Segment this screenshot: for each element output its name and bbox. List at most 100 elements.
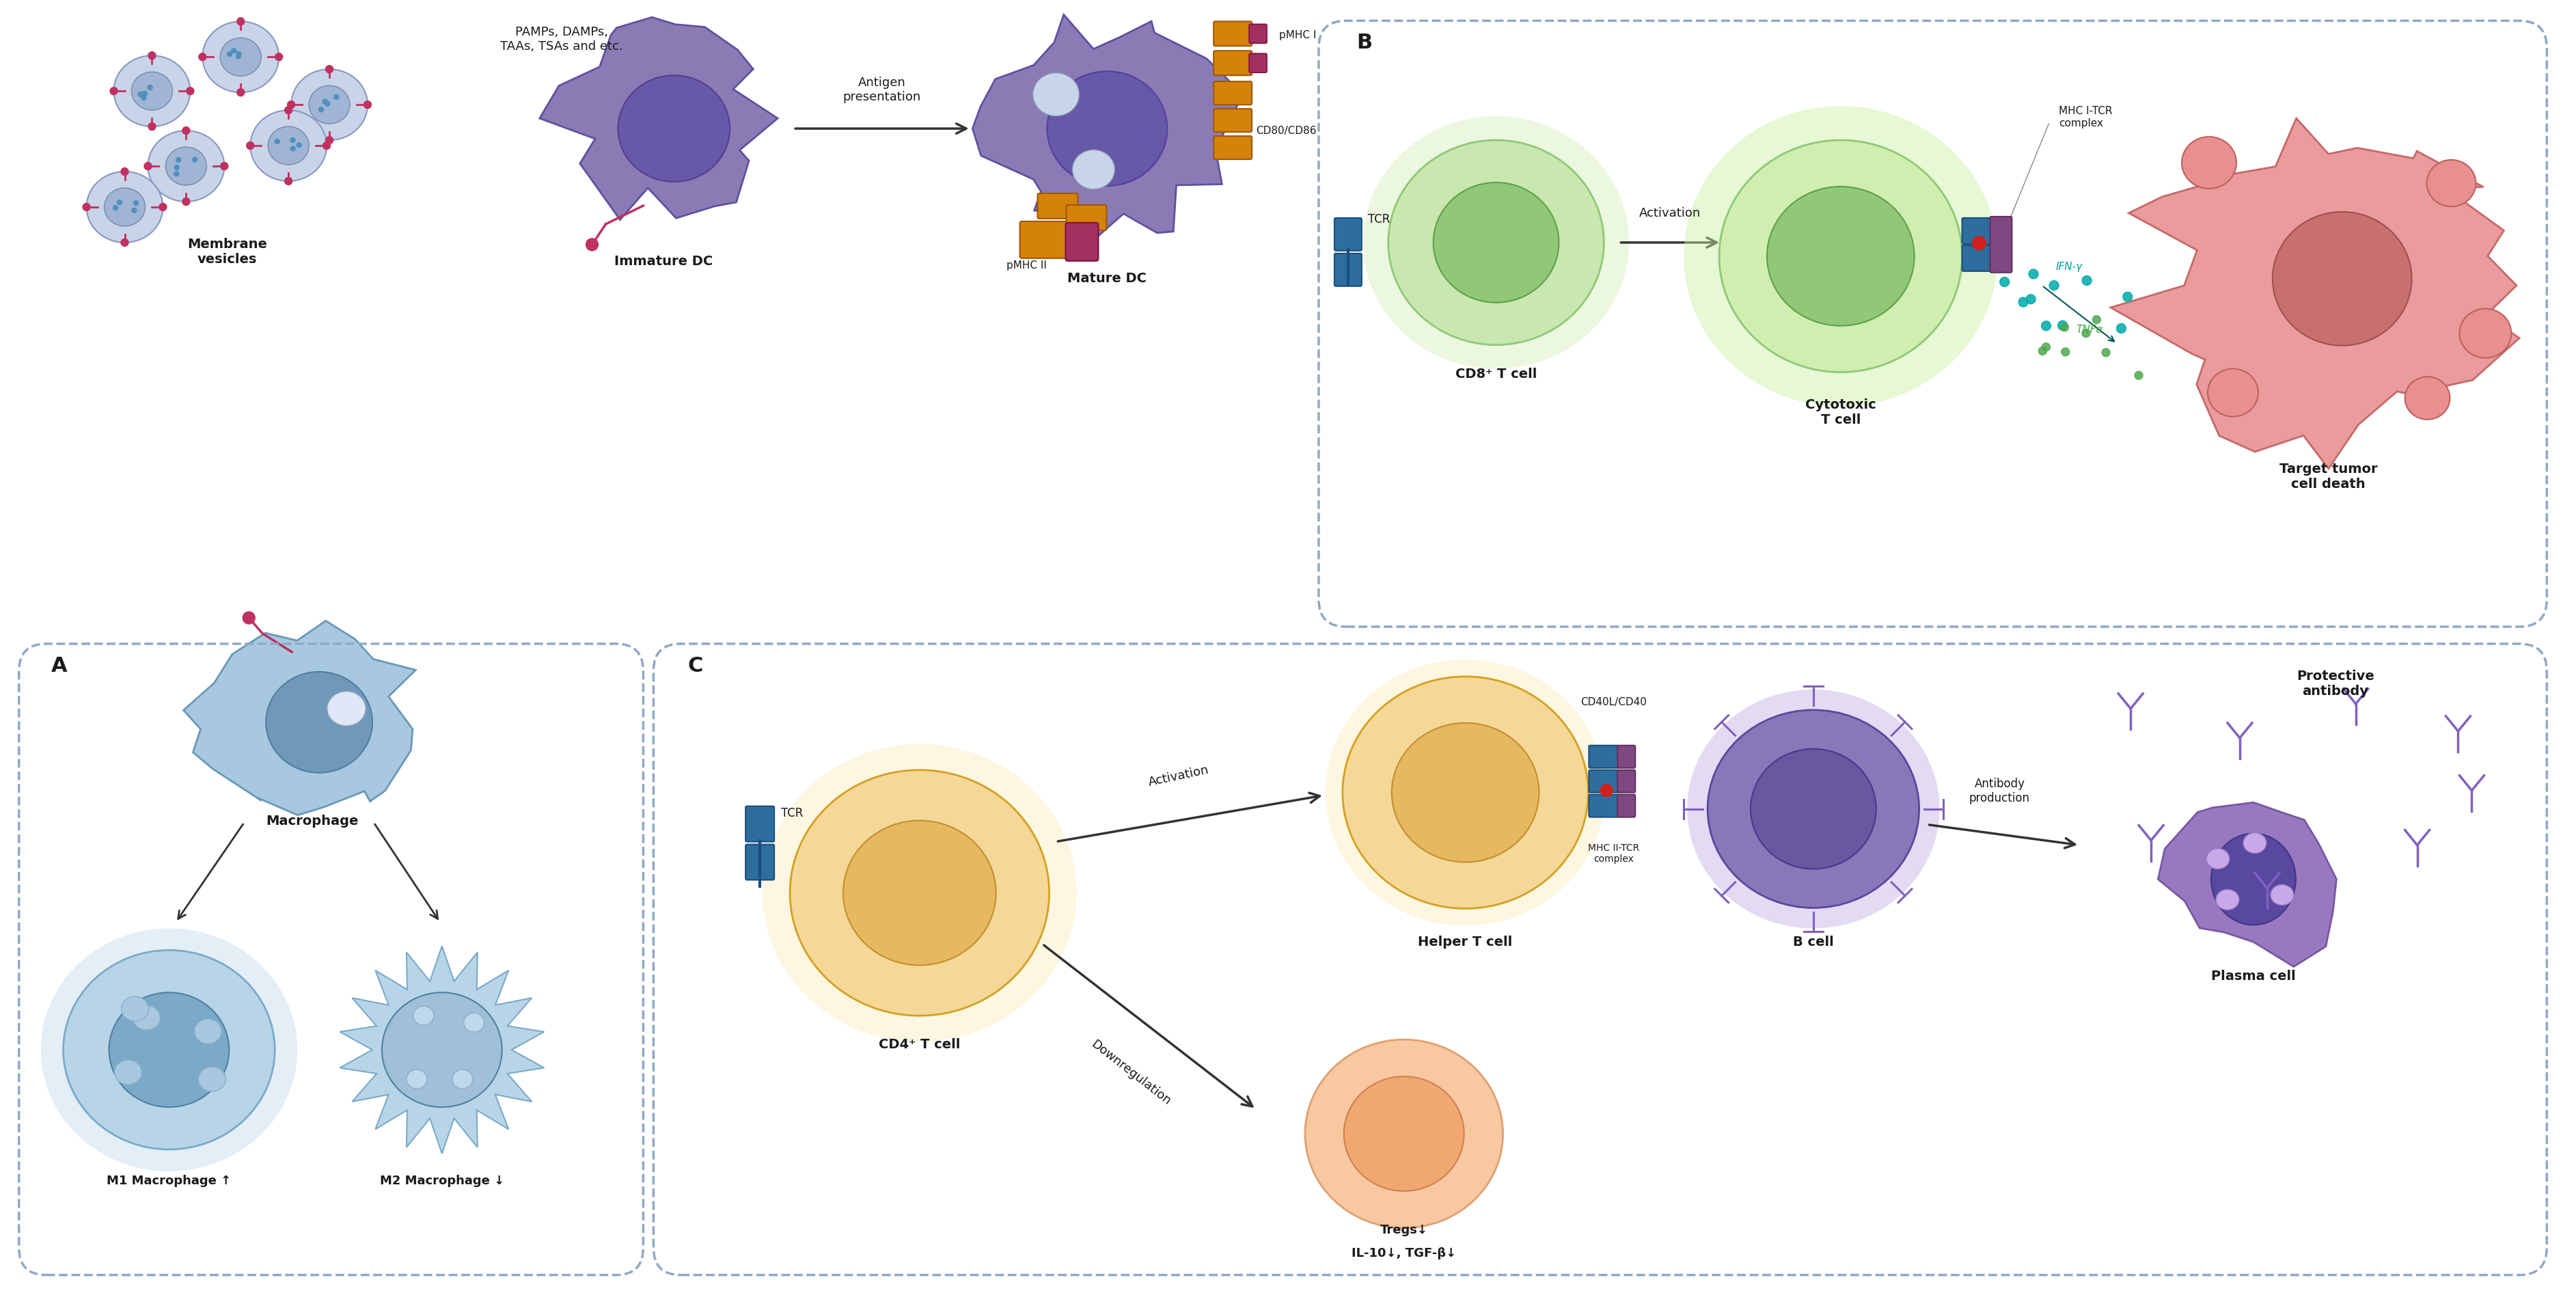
FancyBboxPatch shape — [1213, 81, 1252, 105]
Circle shape — [185, 87, 193, 94]
Text: M1 Macrophage ↑: M1 Macrophage ↑ — [106, 1174, 232, 1187]
Text: PAMPs, DAMPs,
TAAs, TSAs and etc.: PAMPs, DAMPs, TAAs, TSAs and etc. — [500, 26, 623, 53]
Text: TCR: TCR — [781, 807, 804, 820]
FancyBboxPatch shape — [1963, 219, 1991, 244]
Circle shape — [2123, 292, 2133, 301]
Text: CD4⁺ T cell: CD4⁺ T cell — [878, 1038, 961, 1051]
Circle shape — [111, 87, 118, 94]
Text: Macrophage: Macrophage — [265, 815, 358, 828]
Ellipse shape — [1432, 182, 1558, 303]
Polygon shape — [2110, 118, 2519, 469]
Circle shape — [193, 158, 198, 162]
Circle shape — [237, 18, 245, 25]
Ellipse shape — [1767, 186, 1914, 326]
Circle shape — [222, 163, 229, 169]
FancyBboxPatch shape — [1589, 746, 1618, 768]
Circle shape — [2030, 269, 2038, 279]
Circle shape — [2081, 330, 2089, 337]
FancyBboxPatch shape — [1618, 795, 1636, 817]
Text: Mature DC: Mature DC — [1066, 272, 1146, 284]
Ellipse shape — [381, 993, 502, 1107]
Ellipse shape — [193, 1019, 222, 1043]
Ellipse shape — [113, 56, 191, 127]
Text: Immature DC: Immature DC — [616, 255, 714, 268]
Circle shape — [276, 140, 281, 144]
Ellipse shape — [327, 692, 366, 725]
Text: Membrane
vesicles: Membrane vesicles — [188, 238, 268, 266]
Ellipse shape — [2244, 833, 2267, 853]
Text: B: B — [1355, 34, 1373, 53]
Ellipse shape — [204, 22, 278, 92]
Circle shape — [2081, 275, 2092, 286]
Ellipse shape — [131, 72, 173, 110]
FancyBboxPatch shape — [1038, 194, 1077, 219]
FancyBboxPatch shape — [1020, 221, 1074, 259]
Ellipse shape — [291, 70, 368, 140]
Ellipse shape — [64, 950, 276, 1149]
Ellipse shape — [464, 1012, 484, 1032]
Circle shape — [237, 52, 242, 57]
Circle shape — [2136, 371, 2143, 379]
Text: TNFα: TNFα — [2076, 325, 2102, 335]
Text: CD8⁺ T cell: CD8⁺ T cell — [1455, 367, 1538, 380]
Ellipse shape — [219, 37, 260, 76]
Ellipse shape — [121, 997, 149, 1021]
Ellipse shape — [2210, 834, 2295, 924]
FancyBboxPatch shape — [1213, 136, 1252, 159]
Ellipse shape — [268, 127, 309, 164]
Circle shape — [139, 92, 142, 97]
Ellipse shape — [88, 172, 162, 243]
Text: IFN-γ: IFN-γ — [2056, 262, 2081, 273]
Polygon shape — [2159, 803, 2336, 967]
Circle shape — [242, 612, 255, 625]
FancyBboxPatch shape — [1589, 795, 1618, 817]
Circle shape — [363, 101, 371, 109]
Circle shape — [149, 52, 155, 59]
Circle shape — [232, 48, 237, 53]
Ellipse shape — [1363, 116, 1628, 369]
Circle shape — [276, 53, 283, 61]
Ellipse shape — [165, 147, 206, 185]
Circle shape — [322, 142, 330, 150]
Circle shape — [291, 146, 296, 151]
Text: Protective
antibody: Protective antibody — [2295, 670, 2375, 698]
Circle shape — [121, 239, 129, 246]
FancyBboxPatch shape — [1334, 253, 1363, 286]
Ellipse shape — [2208, 369, 2259, 416]
Text: CD40L/CD40: CD40L/CD40 — [1579, 697, 1646, 707]
Ellipse shape — [1687, 689, 1940, 928]
FancyBboxPatch shape — [744, 844, 775, 879]
FancyBboxPatch shape — [1213, 50, 1252, 75]
Circle shape — [1600, 785, 1613, 796]
Text: Target tumor
cell death: Target tumor cell death — [2280, 463, 2378, 491]
Circle shape — [2040, 321, 2050, 331]
Ellipse shape — [2208, 848, 2231, 869]
Circle shape — [183, 127, 191, 134]
Text: Cytotoxic
T cell: Cytotoxic T cell — [1806, 398, 1875, 427]
Ellipse shape — [309, 85, 350, 124]
Ellipse shape — [147, 131, 224, 202]
Ellipse shape — [108, 993, 229, 1107]
Circle shape — [2061, 323, 2069, 331]
Text: Antigen
presentation: Antigen presentation — [842, 76, 922, 103]
Circle shape — [134, 200, 139, 206]
Circle shape — [2058, 321, 2069, 330]
Ellipse shape — [842, 821, 997, 965]
Circle shape — [237, 54, 240, 58]
Ellipse shape — [2182, 137, 2236, 189]
Circle shape — [2050, 281, 2058, 290]
FancyBboxPatch shape — [1066, 206, 1108, 230]
Text: M2 Macrophage ↓: M2 Macrophage ↓ — [379, 1174, 505, 1187]
Polygon shape — [538, 17, 778, 220]
Ellipse shape — [198, 1067, 227, 1091]
Circle shape — [2061, 348, 2069, 356]
Circle shape — [335, 94, 340, 100]
Circle shape — [322, 100, 327, 103]
Ellipse shape — [762, 743, 1077, 1042]
FancyBboxPatch shape — [1963, 246, 1991, 272]
Text: Downregulation: Downregulation — [1090, 1038, 1172, 1108]
Text: pMHC II: pMHC II — [1007, 260, 1046, 270]
Circle shape — [82, 203, 90, 211]
Circle shape — [1973, 237, 1986, 250]
Text: Antibody
production: Antibody production — [1968, 777, 2030, 804]
